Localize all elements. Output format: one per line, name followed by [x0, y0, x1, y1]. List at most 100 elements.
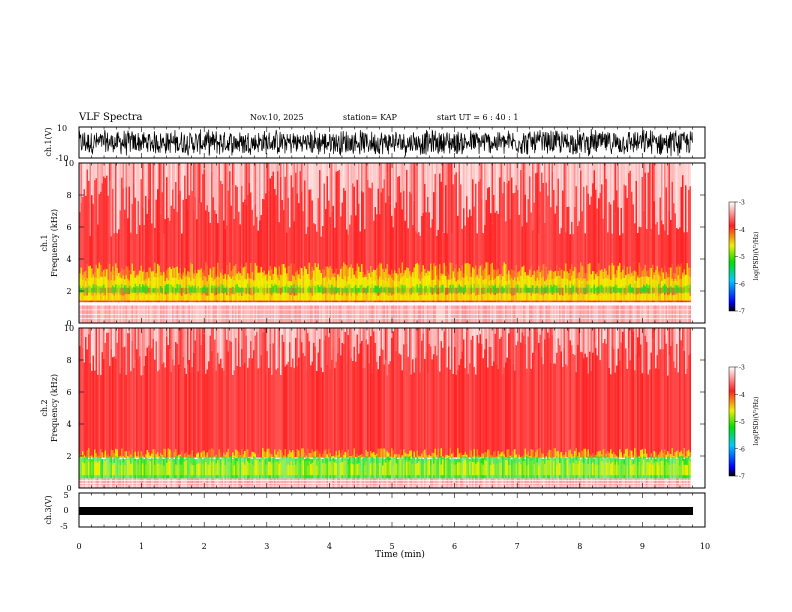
spectrogram-cell: [161, 328, 163, 364]
spectrogram-cell: [148, 458, 150, 479]
spectrogram-cell: [320, 458, 322, 479]
spectrogram-cell: [224, 276, 226, 288]
spectrogram-cell: [266, 448, 268, 458]
spectrogram-cell: [638, 287, 640, 293]
spectrogram-cell: [209, 287, 211, 293]
spectrogram-cell: [493, 328, 495, 362]
spectrogram-cell: [511, 295, 513, 301]
spectrogram-cell: [433, 354, 435, 458]
spectrogram-cell: [481, 328, 483, 344]
spectrogram-cell: [374, 285, 376, 293]
spectrogram-cell: [355, 285, 357, 293]
spectrogram-cell: [251, 328, 253, 359]
spectrogram-cell: [488, 346, 490, 458]
spectrogram-cell: [101, 459, 103, 479]
spectrogram-cell: [319, 170, 321, 303]
spectrogram-cell: [524, 278, 526, 288]
spectrogram-cell: [169, 220, 171, 303]
spectrogram-cell: [412, 464, 414, 476]
spectrogram-cell: [556, 276, 558, 288]
spectrogram-cell: [580, 170, 582, 303]
spectrogram-cell: [242, 163, 244, 203]
spectrogram-cell: [592, 275, 594, 288]
spectrogram-cell: [400, 278, 402, 288]
spectrogram-cell: [163, 275, 165, 288]
spectrogram-cell: [235, 449, 237, 458]
spectrogram-cell: [548, 328, 550, 338]
spectrogram-cell: [199, 203, 201, 303]
spectrogram-cell: [566, 163, 568, 207]
spectrogram-cell: [586, 293, 588, 301]
spectrogram-cell: [470, 215, 472, 303]
spectrogram-cell: [502, 451, 504, 458]
spectrogram-cell: [370, 328, 372, 337]
spectrogram-cell: [259, 287, 261, 293]
spectrogram-cell: [547, 294, 549, 301]
spectrogram-cell: [409, 460, 411, 476]
spectrogram-cell: [122, 328, 124, 348]
spectrogram-cell: [143, 285, 145, 293]
spectrogram-cell: [94, 449, 96, 458]
spectrogram-cell: [340, 463, 342, 476]
spectrogram-cell: [109, 163, 111, 181]
spectrogram-cell: [458, 328, 460, 366]
spectrogram-cell: [286, 284, 288, 293]
spectrogram-cell: [679, 286, 681, 293]
spectrogram-cell: [613, 200, 615, 303]
spectrogram-cell: [422, 294, 424, 301]
spectrogram-cell: [485, 284, 487, 293]
spectrogram-cell: [488, 328, 490, 347]
spectrogram-cell: [602, 218, 604, 303]
spectrogram-cell: [308, 286, 310, 293]
spectrogram-cell: [92, 276, 94, 288]
spectrogram-cell: [626, 163, 628, 199]
spectrogram-cell: [319, 462, 321, 476]
spectrogram-cell: [251, 279, 253, 288]
spectrogram-cell: [175, 287, 177, 293]
spectrogram-cell: [190, 372, 192, 458]
spectrogram-cell: [274, 462, 276, 476]
spectrogram-cell: [467, 328, 469, 374]
spectrogram-cell: [118, 229, 120, 303]
spectrogram-cell: [115, 448, 117, 458]
spectrogram-cell: [377, 188, 379, 303]
spectrogram-cell: [599, 278, 601, 288]
spectrogram-cell: [259, 367, 261, 458]
spectrogram-cell: [671, 163, 673, 182]
spectrogram-cell: [319, 292, 321, 301]
spectrogram-cell: [464, 459, 466, 476]
spectrogram-cell: [136, 328, 138, 350]
spectrogram-cell: [376, 163, 378, 215]
spectrogram-cell: [290, 328, 292, 368]
spectrogram-cell: [665, 187, 667, 303]
spectrogram-cell: [446, 163, 448, 234]
spectrogram-cell: [248, 182, 250, 303]
spectrogram-cell: [494, 328, 496, 334]
spectrogram-cell: [545, 458, 547, 479]
spectrogram-cell: [595, 189, 597, 303]
spectrogram-cell: [485, 278, 487, 288]
spectrogram-cell: [529, 287, 531, 293]
spectrogram-cell: [640, 227, 642, 303]
spectrogram-cell: [442, 293, 444, 301]
spectrogram-cell: [373, 328, 375, 332]
spectrogram-cell: [200, 452, 202, 458]
spectrogram-cell: [569, 163, 571, 235]
spectrogram-cell: [523, 163, 525, 172]
spectrogram-cell: [659, 163, 661, 198]
spectrogram-cell: [191, 277, 193, 288]
spectrogram-cell: [499, 275, 501, 288]
spectrogram-cell: [146, 286, 148, 293]
spectrogram-cell: [190, 163, 192, 189]
spectrogram-cell: [367, 279, 369, 288]
spectrogram-cell: [241, 348, 243, 458]
spectrogram-cell: [98, 456, 100, 458]
spectrogram-cell: [559, 233, 561, 303]
spectrogram-cell: [539, 287, 541, 293]
spectrogram-cell: [361, 459, 363, 476]
spectrogram-cell: [257, 458, 259, 479]
spectrogram-cell: [284, 286, 286, 293]
spectrogram-cell: [122, 462, 124, 476]
spectrogram-cell: [256, 276, 258, 288]
spectrogram-cell: [235, 338, 237, 458]
